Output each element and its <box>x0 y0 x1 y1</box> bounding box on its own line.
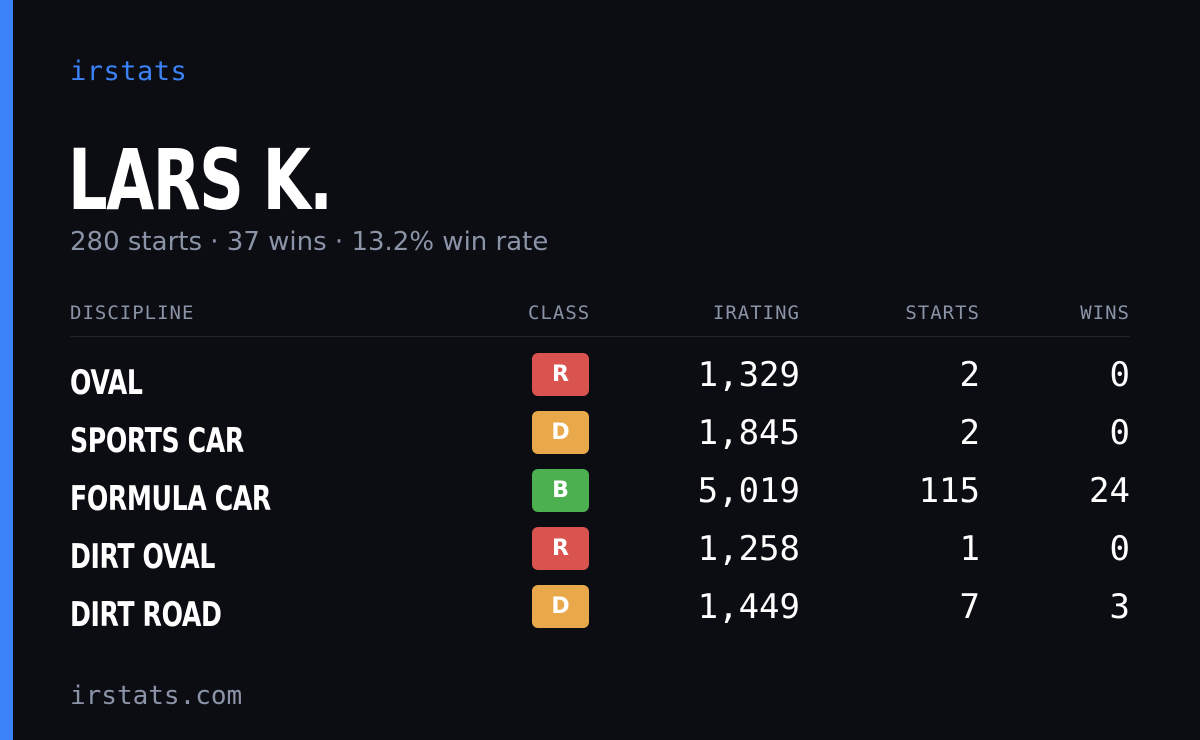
brand-logo[interactable]: irstats <box>70 56 188 87</box>
starts-value: 7 <box>959 587 980 627</box>
table-row: SPORTS CAR D 1,845 2 0 <box>70 411 1130 469</box>
wins-value: 24 <box>1089 471 1130 511</box>
starts-value: 115 <box>918 471 980 511</box>
header-starts: STARTS <box>905 302 980 324</box>
class-badge: D <box>532 411 589 454</box>
irating-value: 1,258 <box>697 529 800 569</box>
table-body: OVAL R 1,329 2 0 SPORTS CAR D 1,845 2 0 … <box>70 337 1130 643</box>
table-row: FORMULA CAR B 5,019 115 24 <box>70 469 1130 527</box>
footer-url[interactable]: irstats.com <box>70 681 243 711</box>
discipline-name: DIRT OVAL <box>70 537 216 577</box>
wins-value: 0 <box>1109 355 1130 395</box>
starts-value: 2 <box>959 355 980 395</box>
header-irating: IRATING <box>712 302 800 324</box>
table-header: DISCIPLINE CLASS IRATING STARTS WINS <box>70 298 1130 337</box>
class-badge: R <box>532 353 589 396</box>
wins-value: 0 <box>1109 413 1130 453</box>
table-row: OVAL R 1,329 2 0 <box>70 353 1130 411</box>
stats-table: DISCIPLINE CLASS IRATING STARTS WINS OVA… <box>70 298 1130 643</box>
driver-name: LARS K. <box>68 131 333 229</box>
discipline-name: DIRT ROAD <box>70 595 222 635</box>
header-class: CLASS <box>528 302 591 324</box>
class-badge: R <box>532 527 589 570</box>
header-wins: WINS <box>1080 302 1130 324</box>
class-badge: D <box>532 585 589 628</box>
starts-value: 2 <box>959 413 980 453</box>
irating-value: 1,329 <box>697 355 800 395</box>
starts-value: 1 <box>959 529 980 569</box>
irating-value: 1,449 <box>697 587 800 627</box>
discipline-name: SPORTS CAR <box>70 421 244 461</box>
header-discipline: DISCIPLINE <box>70 302 195 324</box>
class-badge: B <box>532 469 589 512</box>
table-row: DIRT ROAD D 1,449 7 3 <box>70 585 1130 643</box>
driver-summary: 280 starts · 37 wins · 13.2% win rate <box>70 227 549 257</box>
wins-value: 3 <box>1109 587 1130 627</box>
table-row: DIRT OVAL R 1,258 1 0 <box>70 527 1130 585</box>
accent-bar <box>0 0 13 740</box>
discipline-name: OVAL <box>70 363 143 403</box>
discipline-name: FORMULA CAR <box>70 479 271 519</box>
irating-value: 5,019 <box>697 471 800 511</box>
irating-value: 1,845 <box>697 413 800 453</box>
wins-value: 0 <box>1109 529 1130 569</box>
